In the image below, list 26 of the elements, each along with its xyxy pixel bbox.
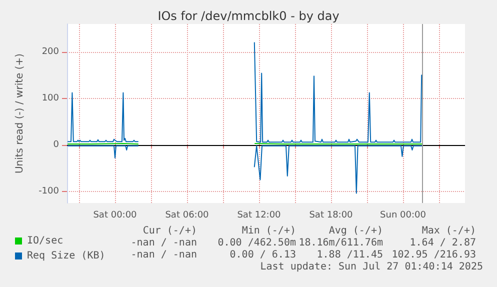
chart-title: IOs for /dev/mmcblk0 - by day — [158, 9, 340, 23]
x-tick-label: Sat 18:00 — [309, 210, 354, 220]
x-tick-label: Sun 00:00 — [380, 210, 426, 220]
text: 0.00 / 6.13 — [230, 250, 296, 260]
legend-label: IO/sec — [27, 236, 64, 246]
text: 1.88 /11.45 — [316, 250, 383, 260]
text: 18.16m/611.76m — [298, 238, 383, 248]
text: -nan / -nan — [130, 238, 197, 248]
text: -nan / -nan — [130, 250, 197, 260]
text: Max (-/+) — [422, 226, 476, 236]
legend-label: Req Size (KB) — [27, 250, 106, 262]
text: Min (-/+) — [242, 226, 296, 236]
y-tick-label: 100 — [42, 93, 60, 104]
x-tick-label: Sat 12:00 — [237, 210, 282, 220]
y-tick-label: 0 — [53, 140, 60, 150]
x-tick-label: Sat 00:00 — [93, 210, 138, 220]
text: 102.95 /216.93 — [392, 250, 476, 260]
text: Avg (-/+) — [328, 226, 383, 236]
text: Cur (-/+) — [142, 226, 197, 236]
y-tick-label: 200 — [42, 46, 60, 57]
text: 0.00 /462.50m — [218, 238, 296, 248]
text: 1.64 / 2.87 — [410, 238, 476, 248]
text: Last update: Sun Jul 27 01:40:14 2025 — [260, 262, 483, 272]
x-tick-label: Sat 06:00 — [165, 210, 210, 220]
y-axis-title: Units read (-) / write (+) — [14, 53, 26, 174]
y-tick-label: -100 — [38, 186, 60, 196]
